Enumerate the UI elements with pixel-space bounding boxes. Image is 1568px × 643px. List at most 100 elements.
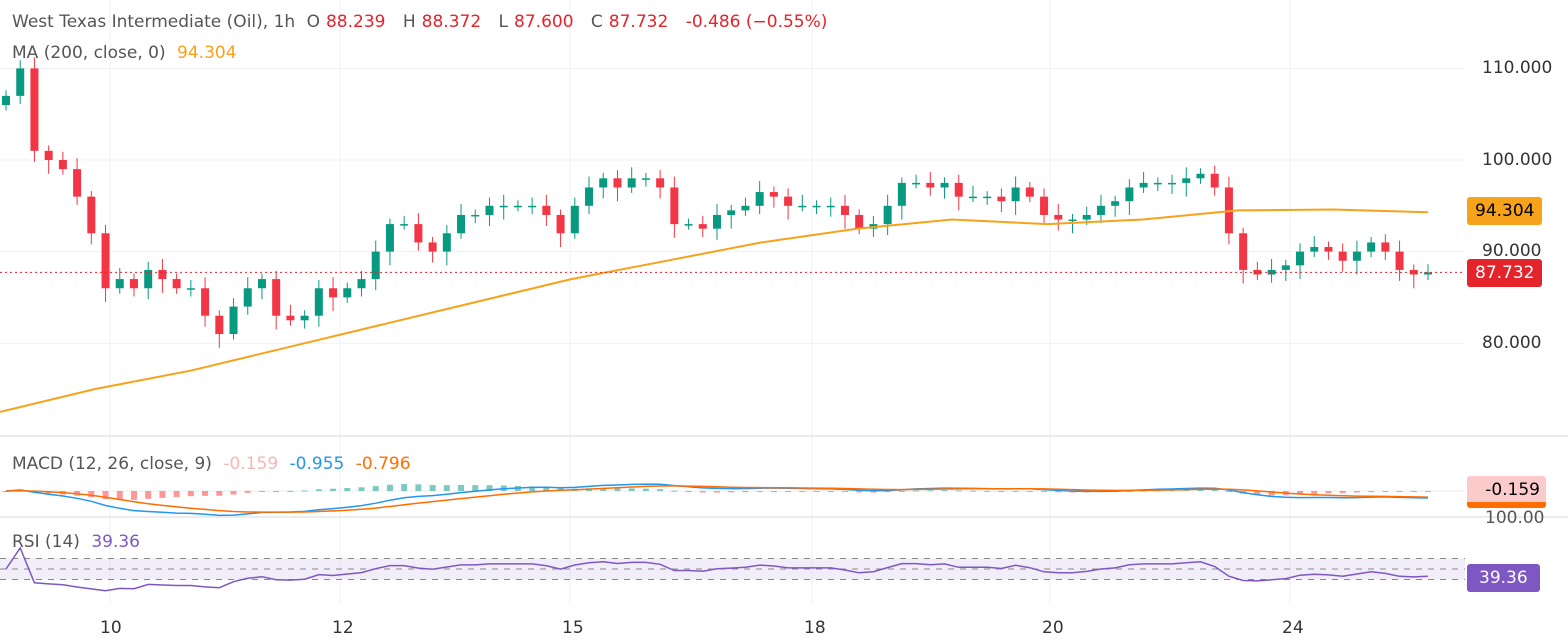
rsi-value: 39.36: [91, 532, 140, 552]
candle-body: [385, 224, 394, 252]
candle-body: [428, 242, 437, 252]
candle-body: [798, 205, 807, 208]
macd-histogram-bar: [386, 484, 393, 491]
macd-histogram-bar: [884, 491, 891, 493]
macd-histogram-bar: [358, 487, 365, 491]
time-tick: 18: [804, 618, 826, 638]
high-number: 88.372: [421, 12, 482, 32]
candle-body: [229, 306, 238, 335]
macd-histogram-bar: [898, 491, 905, 492]
macd-histogram-bar: [230, 491, 237, 495]
macd-histogram-bar: [742, 491, 749, 493]
macd-histogram-bar: [315, 489, 322, 491]
macd-histogram-bar: [671, 490, 678, 492]
ma-legend[interactable]: MA (200, close, 0) 94.304: [12, 43, 243, 63]
macd-histogram-bar: [841, 491, 848, 492]
candle-body: [30, 68, 39, 151]
macd-histogram-bar: [955, 490, 962, 492]
macd-histogram-bar: [372, 486, 379, 491]
ma-label: MA (200, close, 0): [12, 43, 166, 63]
macd-histogram-bar: [1055, 491, 1062, 493]
candle-body: [58, 160, 67, 170]
candle-body: [1395, 251, 1404, 270]
candle-body: [1381, 242, 1390, 252]
candle-body: [1253, 269, 1262, 275]
ma-line: [0, 208, 1429, 413]
price-tick: 110.000: [1482, 58, 1553, 78]
macd-value: -0.955: [289, 454, 345, 474]
macd-histogram-bar: [244, 491, 251, 493]
macd-histogram-bar: [173, 491, 180, 498]
macd-histogram-bar: [1396, 491, 1403, 492]
candle-body: [1352, 251, 1361, 261]
candle-body: [215, 315, 224, 335]
candle-body: [144, 269, 153, 289]
macd-histogram-bar: [984, 490, 991, 492]
candle-body: [784, 196, 793, 206]
macd-histogram-bar: [699, 491, 706, 493]
macd-histogram-bar: [401, 484, 408, 491]
open-value: O 88.239: [307, 12, 392, 32]
macd-histogram-bar: [273, 491, 280, 492]
candle-body: [158, 269, 167, 280]
candle-body: [1082, 214, 1091, 220]
candle-body: [1296, 251, 1305, 266]
macd-histogram-bar: [657, 489, 664, 491]
time-tick: 20: [1042, 618, 1064, 638]
candle-body: [641, 178, 650, 180]
macd-histogram-bar: [600, 488, 607, 491]
candle-body: [272, 279, 281, 316]
high-value: H 88.372: [403, 12, 487, 32]
candle-body: [727, 210, 736, 215]
macd-histogram-bar: [216, 491, 223, 496]
macd-histogram-bar: [913, 490, 920, 492]
candle-body: [897, 182, 906, 206]
open-label: O: [306, 12, 320, 32]
macd-histogram-bar: [927, 490, 934, 492]
macd-histogram-bar: [770, 491, 777, 492]
macd-line: [5, 483, 1429, 517]
candle-body: [257, 279, 266, 289]
time-tick: 24: [1282, 618, 1304, 638]
macd-histogram-bar: [1026, 491, 1033, 492]
rsi-legend[interactable]: RSI (14) 39.36: [12, 532, 146, 552]
macd-histogram-bar: [187, 491, 194, 497]
rsi-line: [5, 546, 1429, 592]
macd-histogram-bar: [1268, 491, 1275, 496]
macd-histogram-bar: [429, 485, 436, 491]
candle-body: [1068, 219, 1077, 222]
macd-histogram-bar: [330, 488, 337, 491]
macd-histogram-bar: [998, 491, 1005, 492]
candle-body: [101, 233, 110, 289]
macd-legend[interactable]: MACD (12, 26, close, 9) -0.159 -0.955 -0…: [12, 454, 417, 474]
candle-body: [883, 205, 892, 225]
candle-body: [570, 205, 579, 234]
candle-body: [314, 288, 323, 316]
macd-histogram-bar: [628, 488, 635, 491]
macd-histogram-bar: [116, 491, 123, 500]
macd-histogram-bar: [88, 491, 95, 498]
candle-body: [542, 205, 551, 215]
macd-histogram-bar: [1211, 490, 1218, 492]
macd-histogram-bar: [1297, 491, 1304, 495]
candle-body: [1125, 187, 1134, 202]
candle-body: [442, 233, 451, 252]
candle-body: [1210, 173, 1219, 188]
candle-body: [1338, 251, 1347, 261]
candle-body: [826, 205, 835, 208]
macd-histogram-bar: [1425, 491, 1431, 492]
macd-histogram-bar: [443, 485, 450, 491]
candle-body: [414, 224, 423, 243]
candle-body: [698, 224, 707, 229]
candle-body: [926, 182, 935, 188]
ma-value: 94.304: [177, 43, 237, 63]
macd-histogram-bar: [614, 488, 621, 491]
macd-histogram-bar: [799, 491, 806, 492]
high-label: H: [402, 12, 416, 32]
macd-histogram-bar: [1325, 491, 1332, 494]
candle-body: [627, 178, 636, 188]
macd-histogram-bar: [472, 485, 479, 491]
candle-body: [855, 214, 864, 229]
rsi-label: RSI (14): [12, 532, 80, 552]
